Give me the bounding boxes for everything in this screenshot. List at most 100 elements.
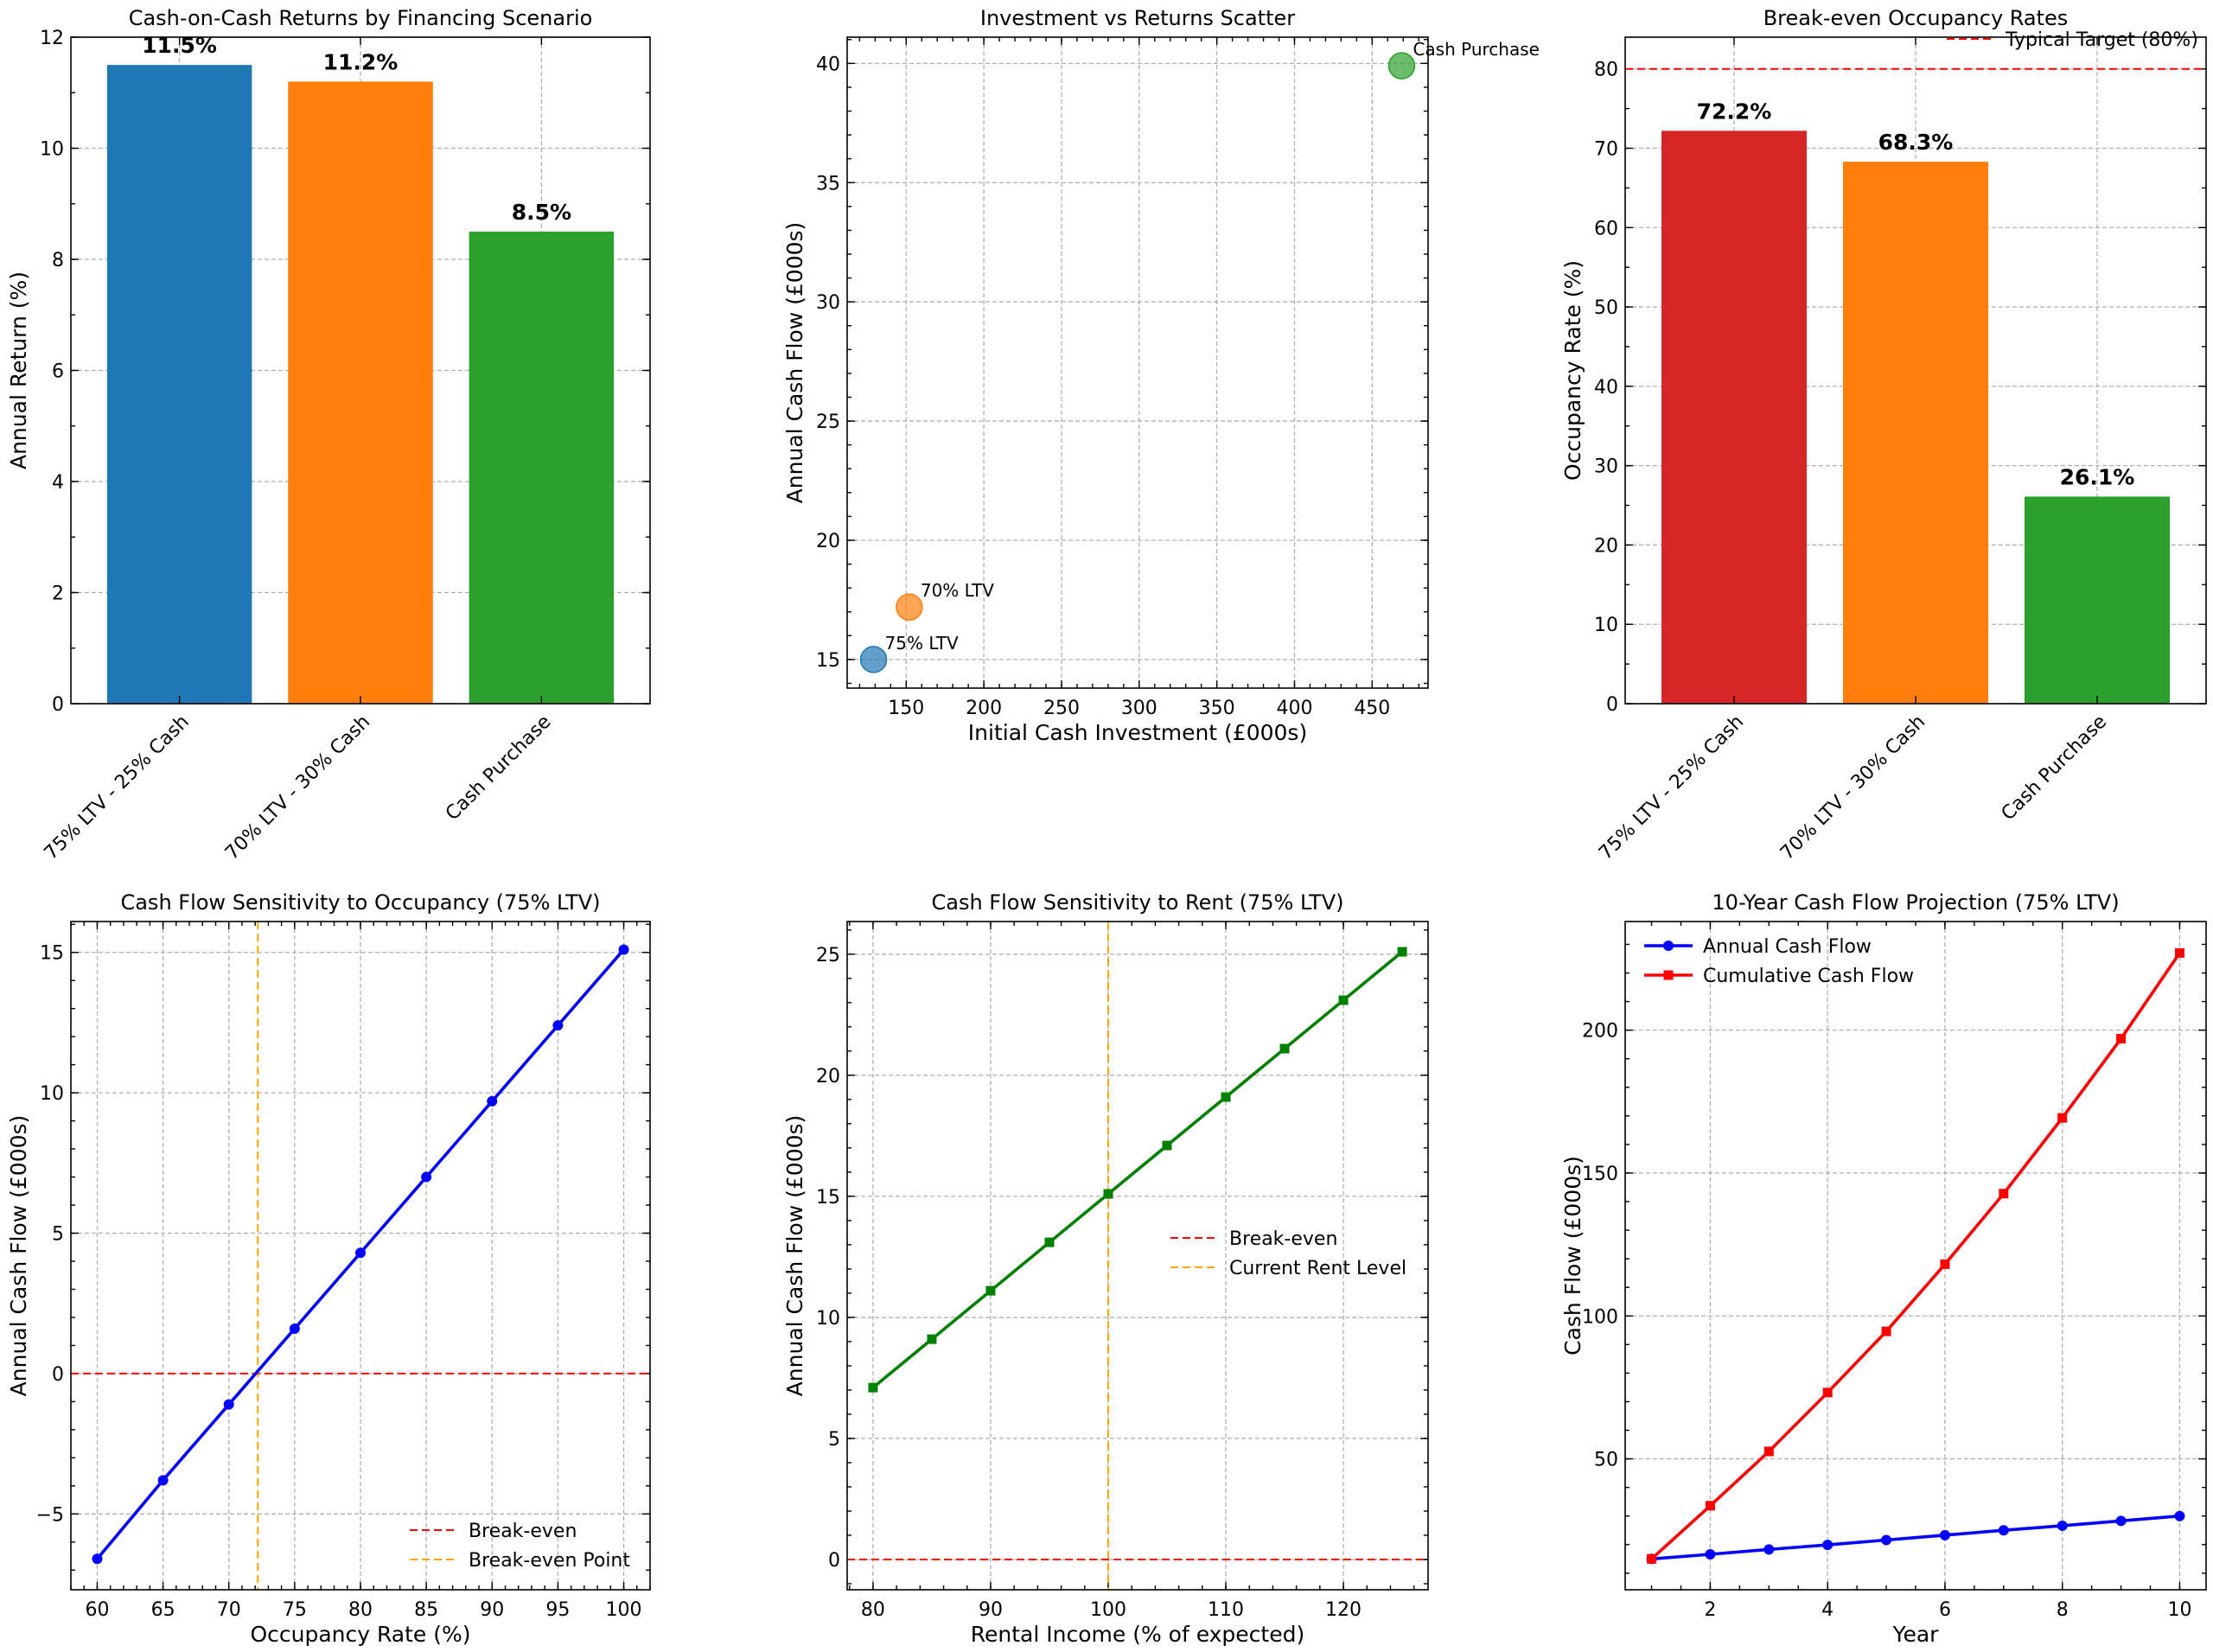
legend-label: Cumulative Cash Flow <box>1703 966 1914 987</box>
y-tick-label: 80 <box>1594 60 1618 81</box>
data-point <box>1881 1534 1892 1546</box>
x-tick-label: 2 <box>1704 1599 1716 1621</box>
bar <box>469 231 615 704</box>
y-tick-label: 150 <box>1582 1164 1618 1185</box>
axes-frame <box>70 921 651 1591</box>
bar <box>1843 162 1988 704</box>
data-point <box>868 1382 878 1393</box>
axes-frame <box>1624 921 2207 1591</box>
y-tick-label: 4 <box>52 472 64 494</box>
legend-label: Annual Cash Flow <box>1703 936 1872 958</box>
series-line <box>1651 1514 2180 1561</box>
data-point <box>2116 1034 2127 1044</box>
panel-3: 0 10 20 30 40 50 60 70 80 Occupancy Rate (%) 72.2%… <box>1560 6 2207 864</box>
point-label: 75% LTV <box>885 633 959 654</box>
legend-label: Break-even <box>1229 1228 1337 1250</box>
y-tick-label: 20 <box>1594 535 1618 557</box>
chart-title: Investment vs Returns Scatter <box>980 6 1295 30</box>
scatter-point <box>859 646 888 673</box>
y-tick-label: 20 <box>816 1066 840 1088</box>
bar-value-label: 11.2% <box>323 49 399 74</box>
data-point <box>289 1323 300 1334</box>
y-tick-label: 6 <box>52 361 64 383</box>
category-label: Cash Purchase <box>442 711 556 826</box>
y-axis-label: Annual Return (%) <box>6 271 31 469</box>
x-tick-label: 200 <box>966 698 1002 719</box>
legend-label: Break-even <box>469 1521 577 1542</box>
legend-label: Break-even Point <box>469 1550 630 1572</box>
y-tick-label: 50 <box>1594 297 1618 319</box>
category-label: 75% LTV - 25% Cash <box>41 711 194 864</box>
data-point <box>1763 1544 1775 1555</box>
y-tick-label: 12 <box>40 28 64 49</box>
data-point <box>552 1020 564 1031</box>
chart-title: Cash-on-Cash Returns by Financing Scenar… <box>129 6 593 30</box>
bar <box>288 81 433 704</box>
data-point <box>223 1399 234 1410</box>
chart-title: Cash Flow Sensitivity to Rent (75% LTV) <box>932 890 1344 915</box>
y-tick-label: 0 <box>52 1364 64 1386</box>
x-tick-label: 6 <box>1939 1599 1951 1621</box>
y-tick-label: 30 <box>816 292 840 314</box>
data-point <box>1822 1540 1834 1551</box>
data-point <box>2057 1113 2068 1123</box>
scatter-point <box>896 593 923 621</box>
chart-title: Cash Flow Sensitivity to Occupancy (75% … <box>120 890 600 915</box>
y-tick-label: 0 <box>1606 694 1618 716</box>
data-point <box>2057 1520 2068 1531</box>
data-point <box>1705 1549 1716 1560</box>
x-tick-label: 100 <box>606 1599 642 1621</box>
point-label: Cash Purchase <box>1413 39 1540 60</box>
x-tick-label: 80 <box>861 1599 885 1621</box>
data-point <box>1397 947 1407 957</box>
x-tick-label: 300 <box>1121 698 1158 719</box>
x-axis-label: Occupancy Rate (%) <box>250 1622 470 1647</box>
x-tick-label: 8 <box>2057 1599 2069 1621</box>
x-tick-label: 110 <box>1208 1599 1244 1621</box>
bar <box>2025 496 2170 704</box>
axes-frame <box>846 36 1429 689</box>
data-point <box>1705 1501 1715 1511</box>
data-point <box>92 1553 103 1565</box>
scatter-point <box>1387 52 1416 80</box>
bar-value-label: 68.3% <box>1878 130 1954 155</box>
category-label: 70% LTV - 30% Cash <box>1776 711 1929 864</box>
data-point <box>1279 1043 1290 1054</box>
x-tick-label: 10 <box>2167 1599 2191 1621</box>
y-tick-label: 40 <box>816 54 840 75</box>
y-tick-label: 35 <box>816 173 840 195</box>
data-point <box>487 1095 498 1107</box>
x-tick-label: 95 <box>545 1599 570 1621</box>
x-axis-label: Rental Income (% of expected) <box>971 1622 1304 1647</box>
data-point <box>1998 1525 2009 1536</box>
series-line <box>1650 952 2181 1560</box>
x-axis-label: Initial Cash Investment (£000s) <box>968 720 1307 745</box>
panel-6: 50 100 150 200 Cash Flow (£000s) 2 4 6 8 10 Year An… <box>1560 890 2207 1647</box>
legend-label: Typical Target (80%) <box>2005 29 2198 51</box>
bar <box>106 65 252 704</box>
panel-2: 15 20 25 30 35 40 Annual Cash Flow (£000s) 150 2… <box>782 6 1540 745</box>
y-tick-label: 70 <box>1594 139 1618 161</box>
legend-marker <box>1663 970 1674 980</box>
y-tick-label: 25 <box>816 411 840 433</box>
category-label: 75% LTV - 25% Cash <box>1595 711 1748 864</box>
x-axis-label: Year <box>1892 1622 1940 1647</box>
axes-frame <box>1624 36 2207 705</box>
x-tick-label: 4 <box>1821 1599 1834 1621</box>
y-tick-label: 0 <box>828 1550 840 1572</box>
data-point <box>1221 1092 1231 1102</box>
data-point <box>355 1247 366 1259</box>
category-label: Cash Purchase <box>1998 711 2112 826</box>
x-tick-label: 250 <box>1043 698 1080 719</box>
x-tick-label: 70 <box>217 1599 241 1621</box>
y-tick-label: 10 <box>40 1083 64 1105</box>
y-tick-label: 30 <box>1594 456 1618 478</box>
y-axis-label: Cash Flow (£000s) <box>1560 1156 1585 1355</box>
x-tick-label: 350 <box>1199 698 1235 719</box>
y-tick-label: 200 <box>1582 1021 1618 1043</box>
legend-marker <box>1663 941 1674 951</box>
x-tick-label: 150 <box>888 698 924 719</box>
x-tick-label: 65 <box>151 1599 175 1621</box>
y-tick-label: 40 <box>1594 377 1618 399</box>
